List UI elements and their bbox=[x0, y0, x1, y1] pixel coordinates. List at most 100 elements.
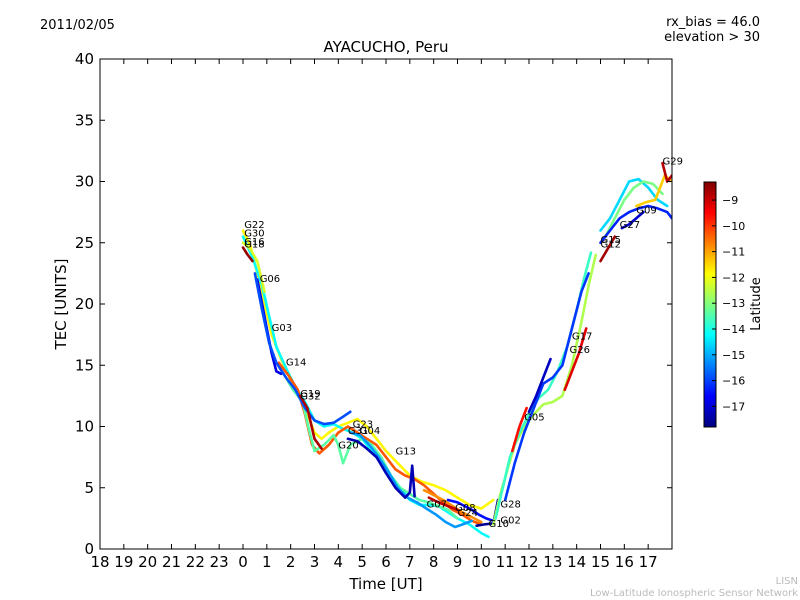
tec-series-8 bbox=[346, 437, 416, 499]
x-tick-label: 12 bbox=[519, 553, 538, 571]
x-tick-label: 11 bbox=[496, 553, 515, 571]
y-tick-label: 20 bbox=[75, 295, 94, 313]
y-tick-label: 10 bbox=[75, 418, 94, 436]
satellite-label: G06 bbox=[260, 274, 280, 285]
colorbar-tick-label: −13 bbox=[722, 297, 745, 310]
x-tick-label: 6 bbox=[381, 553, 391, 571]
credit: LISN Low-Latitude Ionospheric Sensor Net… bbox=[590, 576, 798, 600]
y-tick-label: 15 bbox=[75, 356, 94, 374]
x-tick-label: 5 bbox=[357, 553, 367, 571]
satellite-label: G27 bbox=[620, 220, 640, 231]
credit-full: Low-Latitude Ionospheric Sensor Network bbox=[590, 588, 798, 599]
x-tick-label: 1 bbox=[262, 553, 272, 571]
x-tick-label: 2 bbox=[286, 553, 296, 571]
satellite-label: G22 bbox=[244, 220, 264, 231]
satellite-label: G31 bbox=[348, 426, 368, 437]
tec-series-12 bbox=[241, 246, 254, 263]
satellite-label: G16 bbox=[244, 237, 264, 248]
y-tick-label: 35 bbox=[75, 111, 94, 129]
y-tick-label: 5 bbox=[84, 479, 94, 497]
x-tick-label: 16 bbox=[615, 553, 634, 571]
tec-series-6 bbox=[253, 272, 352, 426]
tec-series-26 bbox=[599, 235, 617, 263]
satellite-label: G09 bbox=[636, 205, 656, 216]
tec-series-13 bbox=[422, 488, 483, 524]
x-tick-label: 0 bbox=[238, 553, 248, 571]
colorbar-tick-label: −16 bbox=[722, 375, 745, 388]
x-tick-label: 9 bbox=[453, 553, 463, 571]
tec-series-19 bbox=[510, 406, 528, 453]
colorbar-label: Latitude bbox=[749, 277, 764, 331]
y-tick-label: 0 bbox=[84, 540, 94, 558]
receiver-info: rx_bias = 46.0 elevation > 30 bbox=[664, 15, 760, 45]
x-tick-label: 18 bbox=[90, 553, 109, 571]
satellite-label: G15 bbox=[601, 235, 621, 246]
tec-series-20 bbox=[563, 327, 588, 392]
colorbar-tick-label: −12 bbox=[722, 271, 745, 284]
x-tick-label: 13 bbox=[543, 553, 562, 571]
x-tick-label: 14 bbox=[567, 553, 586, 571]
satellite-label: G08 bbox=[455, 503, 475, 514]
tec-series-11 bbox=[298, 394, 323, 450]
y-tick-label: 30 bbox=[75, 173, 94, 191]
x-tick-label: 17 bbox=[639, 553, 658, 571]
satellite-label: G28 bbox=[500, 499, 520, 510]
x-tick-label: 10 bbox=[472, 553, 491, 571]
satellite-label: G14 bbox=[286, 357, 306, 368]
x-tick-label: 15 bbox=[591, 553, 610, 571]
elevation-label: elevation > 30 bbox=[664, 30, 760, 45]
colorbar-tick-label: −14 bbox=[722, 323, 745, 336]
satellite-label: G17 bbox=[572, 332, 592, 343]
satellite-label: G26 bbox=[570, 345, 590, 356]
tec-series-28 bbox=[241, 241, 266, 294]
credit-short: LISN bbox=[775, 576, 798, 587]
x-tick-label: 7 bbox=[405, 553, 415, 571]
satellite-label: G19 bbox=[300, 389, 320, 400]
x-tick-label: 8 bbox=[429, 553, 439, 571]
colorbar-tick-label: −10 bbox=[722, 220, 745, 233]
satellite-label: G20 bbox=[338, 441, 358, 452]
tec-series-22 bbox=[603, 180, 664, 238]
y-tick-label: 25 bbox=[75, 234, 94, 252]
y-tick-label: 40 bbox=[75, 50, 94, 68]
y-axis-label: TEC [UNITS] bbox=[52, 259, 70, 351]
x-tick-label: 21 bbox=[162, 553, 181, 571]
satellite-label: G24 bbox=[458, 508, 478, 519]
tec-series-14 bbox=[427, 496, 459, 512]
date-label: 2011/02/05 bbox=[40, 18, 115, 33]
tec-series-17 bbox=[503, 272, 590, 502]
satellite-label: G03 bbox=[272, 323, 292, 334]
rx-bias-label: rx_bias = 46.0 bbox=[666, 15, 760, 30]
tec-series-18 bbox=[527, 357, 552, 414]
satellite-label: G10 bbox=[489, 519, 509, 530]
satellite-label: G13 bbox=[396, 447, 416, 458]
tec-series-7 bbox=[348, 431, 474, 529]
colorbar-tick-label: −9 bbox=[722, 194, 738, 207]
satellite-label: G04 bbox=[360, 426, 380, 437]
colorbar bbox=[703, 181, 717, 428]
satellite-label: G32 bbox=[300, 392, 320, 403]
satellite-label: G05 bbox=[524, 412, 544, 423]
satellite-label: G18 bbox=[244, 240, 264, 251]
x-tick-label: 20 bbox=[138, 553, 157, 571]
satellite-label: G12 bbox=[601, 240, 621, 251]
x-tick-label: 19 bbox=[114, 553, 133, 571]
tec-series-24 bbox=[620, 210, 645, 230]
x-tick-label: 23 bbox=[210, 553, 229, 571]
tec-series-10 bbox=[446, 498, 495, 523]
satellite-label: G02 bbox=[500, 515, 520, 526]
x-axis-label: Time [UT] bbox=[348, 575, 422, 593]
satellite-label: G30 bbox=[244, 229, 264, 240]
x-tick-label: 22 bbox=[186, 553, 205, 571]
colorbar-tick-label: −17 bbox=[722, 400, 745, 413]
x-tick-label: 4 bbox=[334, 553, 344, 571]
colorbar-tick-label: −11 bbox=[722, 246, 745, 259]
chart-title: AYACUCHO, Peru bbox=[323, 38, 448, 56]
satellite-label: G23 bbox=[353, 420, 373, 431]
colorbar-tick-label: −15 bbox=[722, 349, 745, 362]
satellite-label: G29 bbox=[663, 156, 683, 167]
satellite-label: G07 bbox=[427, 499, 447, 510]
x-tick-label: 3 bbox=[310, 553, 320, 571]
tec-series-23 bbox=[599, 204, 672, 245]
